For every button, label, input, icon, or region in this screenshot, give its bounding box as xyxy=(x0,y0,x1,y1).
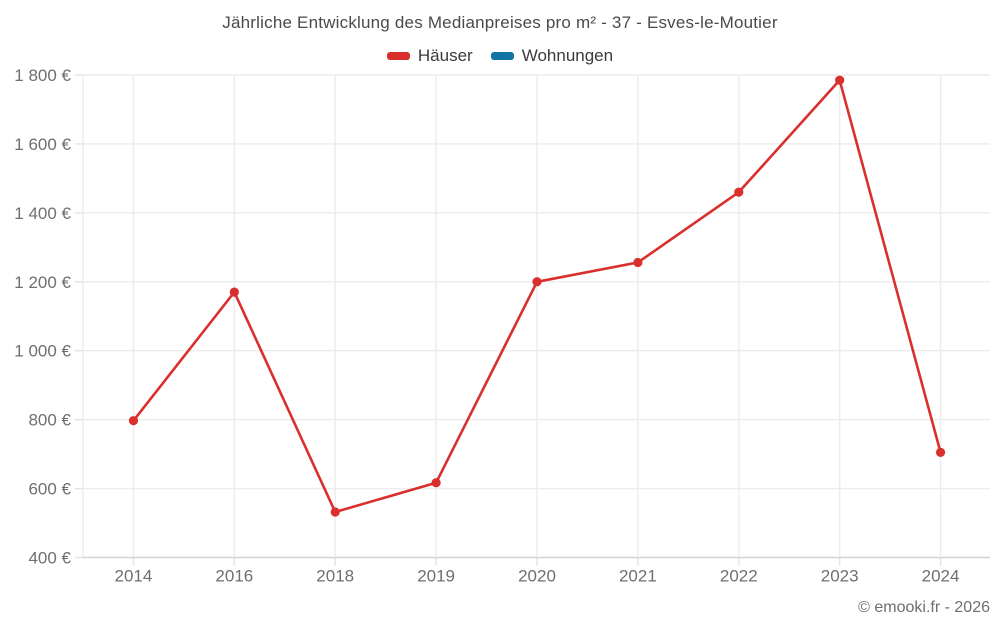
x-axis-label: 2020 xyxy=(518,567,556,586)
hauser-series-swatch-icon xyxy=(386,52,410,60)
legend: Häuser Wohnungen xyxy=(0,46,1000,66)
data-point xyxy=(431,478,441,488)
x-axis-label: 2019 xyxy=(417,567,455,586)
legend-label-hauser: Häuser xyxy=(417,46,473,65)
chart-title: Jährliche Entwicklung des Medianpreises … xyxy=(222,13,778,32)
x-axis-label: 2022 xyxy=(720,567,758,586)
data-point xyxy=(128,416,139,426)
copyright-footer: © emooki.fr - 2026 xyxy=(858,599,990,616)
x-axis-label: 2018 xyxy=(316,567,354,586)
data-point xyxy=(633,257,643,268)
y-axis-label: 1 200 € xyxy=(14,273,71,292)
x-axis-label: 2024 xyxy=(922,567,960,586)
y-axis-label: 1 000 € xyxy=(14,342,71,361)
y-axis-label: 400 € xyxy=(28,549,71,568)
y-axis-label: 800 € xyxy=(28,411,71,430)
data-point xyxy=(330,507,340,517)
y-axis-label: 1 800 € xyxy=(14,66,71,85)
x-axis-label: 2016 xyxy=(215,567,253,586)
x-axis-label: 2021 xyxy=(619,567,657,586)
x-axis-label: 2014 xyxy=(115,567,153,586)
data-point xyxy=(935,447,946,457)
data-point xyxy=(734,187,744,197)
wohnungen-series-swatch-icon xyxy=(490,52,514,60)
y-axis-label: 600 € xyxy=(28,480,71,499)
legend-item-hauser[interactable]: Häuser xyxy=(386,46,473,66)
legend-item-wohnungen[interactable]: Wohnungen xyxy=(490,46,614,66)
y-axis-label: 1 600 € xyxy=(14,135,71,154)
data-point xyxy=(532,277,542,287)
data-point xyxy=(835,75,845,85)
y-axis-label: 1 400 € xyxy=(14,204,71,223)
legend-label-wohnungen: Wohnungen xyxy=(521,46,614,65)
data-point xyxy=(229,287,239,297)
x-axis-label: 2023 xyxy=(821,567,859,586)
